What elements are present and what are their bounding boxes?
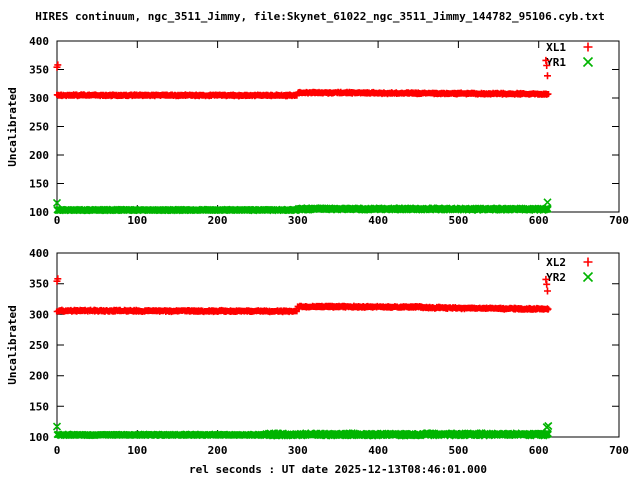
y-tick-label: 100 [29, 206, 49, 219]
legend-plus-icon [583, 257, 593, 267]
series-points-xl2 [53, 275, 552, 316]
x-tick-label: 700 [609, 444, 629, 457]
y-tick-label: 300 [29, 92, 49, 105]
y-tick-label: 400 [29, 247, 49, 260]
y-tick-label: 200 [29, 370, 49, 383]
x-tick-label: 0 [54, 444, 61, 457]
x-tick-label: 400 [368, 444, 388, 457]
x-tick-label: 600 [529, 444, 549, 457]
y-tick-label: 200 [29, 149, 49, 162]
y-tick-label: 250 [29, 339, 49, 352]
legend-cross-icon [582, 271, 594, 283]
legend-label: YR2 [546, 271, 566, 284]
series-points-yr1 [52, 198, 552, 215]
y-tick-label: 100 [29, 431, 49, 444]
y-tick-label: 400 [29, 35, 49, 48]
series-points-yr2 [52, 421, 553, 440]
y-tick-label: 350 [29, 278, 49, 291]
x-tick-label: 400 [368, 214, 388, 227]
x-tick-label: 300 [288, 214, 308, 227]
legend-label: YR1 [546, 56, 566, 69]
x-tick-label: 0 [54, 214, 61, 227]
y-tick-label: 150 [29, 178, 49, 191]
x-tick-label: 700 [609, 214, 629, 227]
legend-cross-icon [582, 56, 594, 68]
legend-label: XL1 [546, 41, 566, 54]
legend-plus-icon [583, 42, 593, 52]
x-tick-label: 100 [127, 214, 147, 227]
x-axis-label: rel seconds : UT date 2025-12-13T08:46:0… [188, 463, 487, 476]
x-tick-label: 600 [529, 214, 549, 227]
legend-label: XL2 [546, 256, 566, 269]
x-tick-label: 500 [448, 444, 468, 457]
plot-title: HIRES continuum, ngc_3511_Jimmy, file:Sk… [35, 10, 605, 23]
x-tick-label: 300 [288, 444, 308, 457]
y-tick-label: 350 [29, 64, 49, 77]
series-points-xl1 [53, 56, 552, 100]
y-tick-label: 250 [29, 121, 49, 134]
axis-ticks [56, 40, 620, 213]
x-tick-label: 100 [127, 444, 147, 457]
y-tick-label: 300 [29, 308, 49, 321]
panel-bottom: 0 100 200 300 400 500 600 700 100 150 200 250 300 350… [29, 247, 629, 457]
panel-top: 0 100 200 300 400 500 600 700 100 150 200 250 300 350… [29, 35, 629, 227]
plot-frame [56, 252, 620, 438]
plot-frame [56, 40, 620, 213]
y-tick-label: 150 [29, 400, 49, 413]
x-tick-label: 200 [208, 444, 228, 457]
x-tick-label: 500 [448, 214, 468, 227]
axis-ticks [56, 252, 620, 438]
x-tick-label: 200 [208, 214, 228, 227]
